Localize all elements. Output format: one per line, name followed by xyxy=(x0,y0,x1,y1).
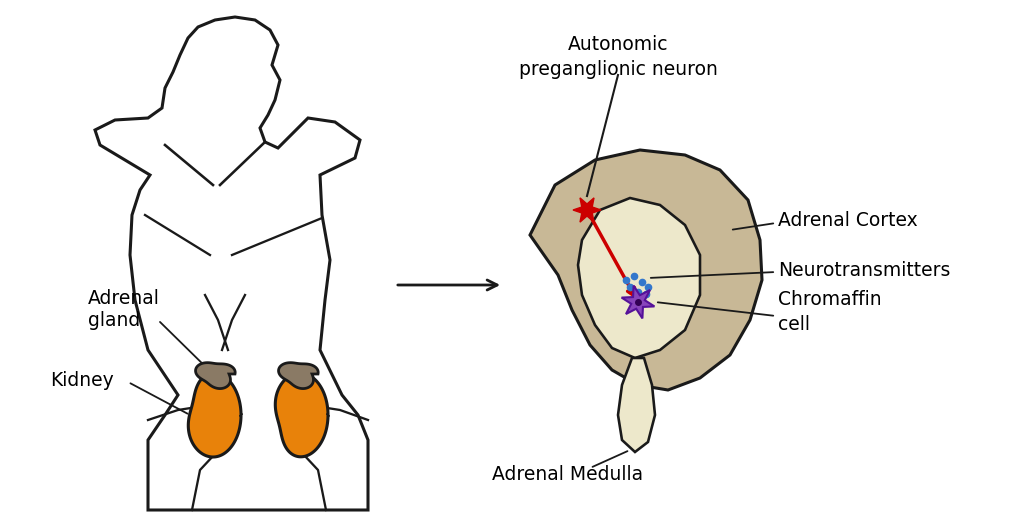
Polygon shape xyxy=(573,198,601,222)
Text: Neurotransmitters: Neurotransmitters xyxy=(778,260,950,279)
Text: Chromaffin
cell: Chromaffin cell xyxy=(778,290,882,334)
Polygon shape xyxy=(279,363,318,389)
Text: Kidney: Kidney xyxy=(50,370,114,389)
Text: Autonomic: Autonomic xyxy=(567,35,669,54)
Polygon shape xyxy=(196,363,236,389)
Polygon shape xyxy=(188,373,241,457)
Polygon shape xyxy=(578,198,700,358)
Text: Adrenal Medulla: Adrenal Medulla xyxy=(493,466,643,485)
Text: preganglionic neuron: preganglionic neuron xyxy=(518,60,718,79)
Polygon shape xyxy=(530,150,762,390)
Polygon shape xyxy=(275,373,328,457)
Text: Adrenal Cortex: Adrenal Cortex xyxy=(778,211,918,230)
Text: Adrenal
gland: Adrenal gland xyxy=(88,289,160,331)
Polygon shape xyxy=(618,358,655,452)
Polygon shape xyxy=(622,286,654,318)
